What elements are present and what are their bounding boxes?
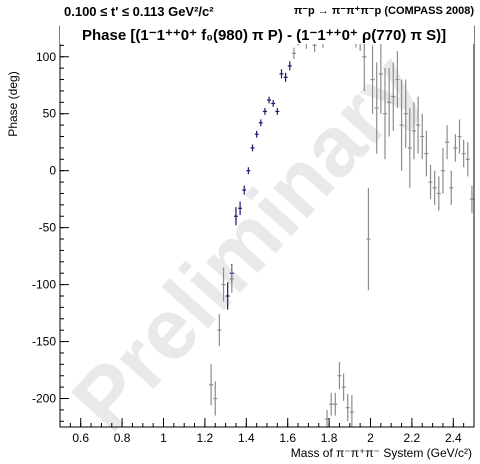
data-point [395, 51, 400, 109]
data-point [403, 79, 408, 148]
data-point [262, 108, 267, 115]
data-point [242, 185, 247, 195]
y-tick-label: 50 [43, 107, 57, 121]
data-point [407, 108, 412, 188]
x-tick-label: 2 [367, 431, 374, 445]
data-point [366, 187, 371, 291]
x-tick-label: 0.8 [114, 431, 131, 445]
data-point [238, 201, 243, 216]
data-point [287, 61, 292, 71]
data-point [465, 142, 470, 177]
data-point [337, 362, 342, 390]
x-axis-label: Mass of π⁻π⁺π⁻ System (GeV/c²) [291, 446, 472, 460]
data-point [440, 147, 445, 194]
data-point [275, 108, 280, 115]
x-tick-label: 2.2 [404, 431, 421, 445]
data-point [449, 170, 454, 205]
axis-ticks: 0.6 0.8 1 1.2 1.4 1.6 1.8 2 2.2 2.4 -200 -150 -100 -5… [32, 33, 475, 445]
data-point [432, 170, 437, 205]
data-point [341, 373, 346, 401]
data-points [209, 26, 474, 427]
x-tick-label: 0.6 [72, 431, 89, 445]
data-point [233, 207, 238, 226]
data-point [382, 68, 387, 160]
data-point [283, 72, 288, 82]
data-point [246, 167, 251, 175]
data-point [436, 176, 441, 211]
y-tick-label: 0 [49, 164, 56, 178]
data-point [399, 79, 404, 171]
data-point [258, 119, 263, 127]
data-point [378, 33, 383, 114]
data-point [416, 96, 421, 154]
data-point [370, 45, 375, 114]
data-point [333, 392, 338, 416]
data-point [217, 314, 222, 347]
data-point [213, 381, 218, 416]
x-tick-label: 2.4 [445, 431, 462, 445]
title-box [60, 24, 474, 44]
data-point [349, 395, 354, 427]
reaction-label: π⁻p → π⁻π⁺π⁻p (COMPASS 2008) [293, 5, 474, 17]
x-tick-label: 1.6 [279, 431, 296, 445]
data-point [291, 47, 296, 60]
data-point [279, 69, 284, 79]
data-point [445, 125, 450, 160]
y-tick-label: 100 [36, 50, 56, 64]
y-tick-label: -150 [32, 335, 56, 349]
kinematic-range-label: 0.100 ≤ t' ≤ 0.113 GeV²/c² [64, 4, 214, 19]
chart-title: Phase [(1⁻1⁺⁺0⁺ f₀(980) π P) - (1⁻1⁺⁺0⁺ … [82, 27, 446, 44]
x-tick-label: 1.8 [321, 431, 338, 445]
data-point [461, 139, 466, 168]
y-axis-label: Phase (deg) [6, 71, 20, 136]
data-point [469, 185, 474, 213]
data-point [411, 102, 416, 160]
data-point [271, 100, 276, 107]
data-point [221, 267, 226, 302]
data-point [225, 282, 230, 310]
data-point [424, 130, 429, 177]
x-tick-label: 1.2 [197, 431, 214, 445]
y-tick-label: -50 [39, 221, 57, 235]
data-point [250, 144, 255, 152]
data-point [457, 119, 462, 154]
data-point [428, 164, 433, 200]
data-point [387, 68, 392, 137]
data-point [254, 130, 259, 138]
y-tick-label: -100 [32, 278, 56, 292]
data-point [420, 113, 425, 160]
y-tick-label: -200 [32, 392, 56, 406]
data-point [329, 392, 334, 416]
data-point [209, 364, 214, 406]
data-point [345, 393, 350, 422]
data-point [267, 96, 272, 104]
data-point [374, 62, 379, 154]
x-tick-label: 1.4 [238, 431, 255, 445]
data-point [325, 409, 330, 427]
x-tick-label: 1 [160, 431, 167, 445]
data-point [229, 265, 234, 293]
data-point [391, 62, 396, 131]
data-point [453, 134, 458, 162]
